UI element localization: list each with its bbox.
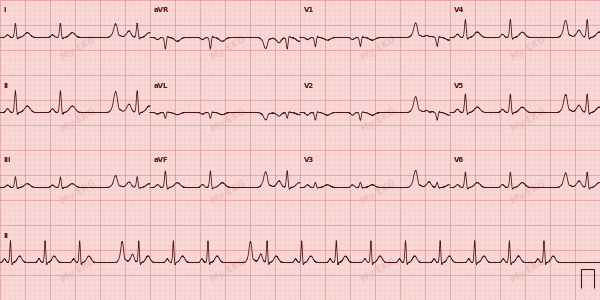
Text: My EKG: My EKG — [509, 256, 547, 284]
Text: aVL: aVL — [154, 82, 169, 88]
Text: My EKG: My EKG — [59, 256, 97, 284]
Text: II: II — [3, 82, 8, 88]
Text: II: II — [3, 232, 8, 238]
Text: My EKG: My EKG — [209, 34, 247, 62]
Text: V5: V5 — [454, 82, 464, 88]
Text: My EKG: My EKG — [209, 106, 247, 134]
Text: aVR: aVR — [154, 8, 170, 14]
Text: III: III — [3, 158, 11, 164]
Text: I: I — [3, 8, 5, 14]
Text: V4: V4 — [454, 8, 464, 14]
Text: My EKG: My EKG — [59, 178, 97, 206]
Text: V2: V2 — [304, 82, 314, 88]
Text: My EKG: My EKG — [59, 106, 97, 134]
Text: aVF: aVF — [154, 158, 169, 164]
Text: My EKG: My EKG — [359, 34, 397, 62]
Text: My EKG: My EKG — [509, 178, 547, 206]
Text: My EKG: My EKG — [209, 178, 247, 206]
Text: My EKG: My EKG — [359, 256, 397, 284]
Text: V6: V6 — [454, 158, 464, 164]
Text: My EKG: My EKG — [509, 106, 547, 134]
Text: My EKG: My EKG — [209, 256, 247, 284]
Text: My EKG: My EKG — [509, 34, 547, 62]
Text: My EKG: My EKG — [359, 178, 397, 206]
Text: My EKG: My EKG — [59, 34, 97, 62]
Text: V1: V1 — [304, 8, 314, 14]
Text: V3: V3 — [304, 158, 314, 164]
Text: My EKG: My EKG — [359, 106, 397, 134]
